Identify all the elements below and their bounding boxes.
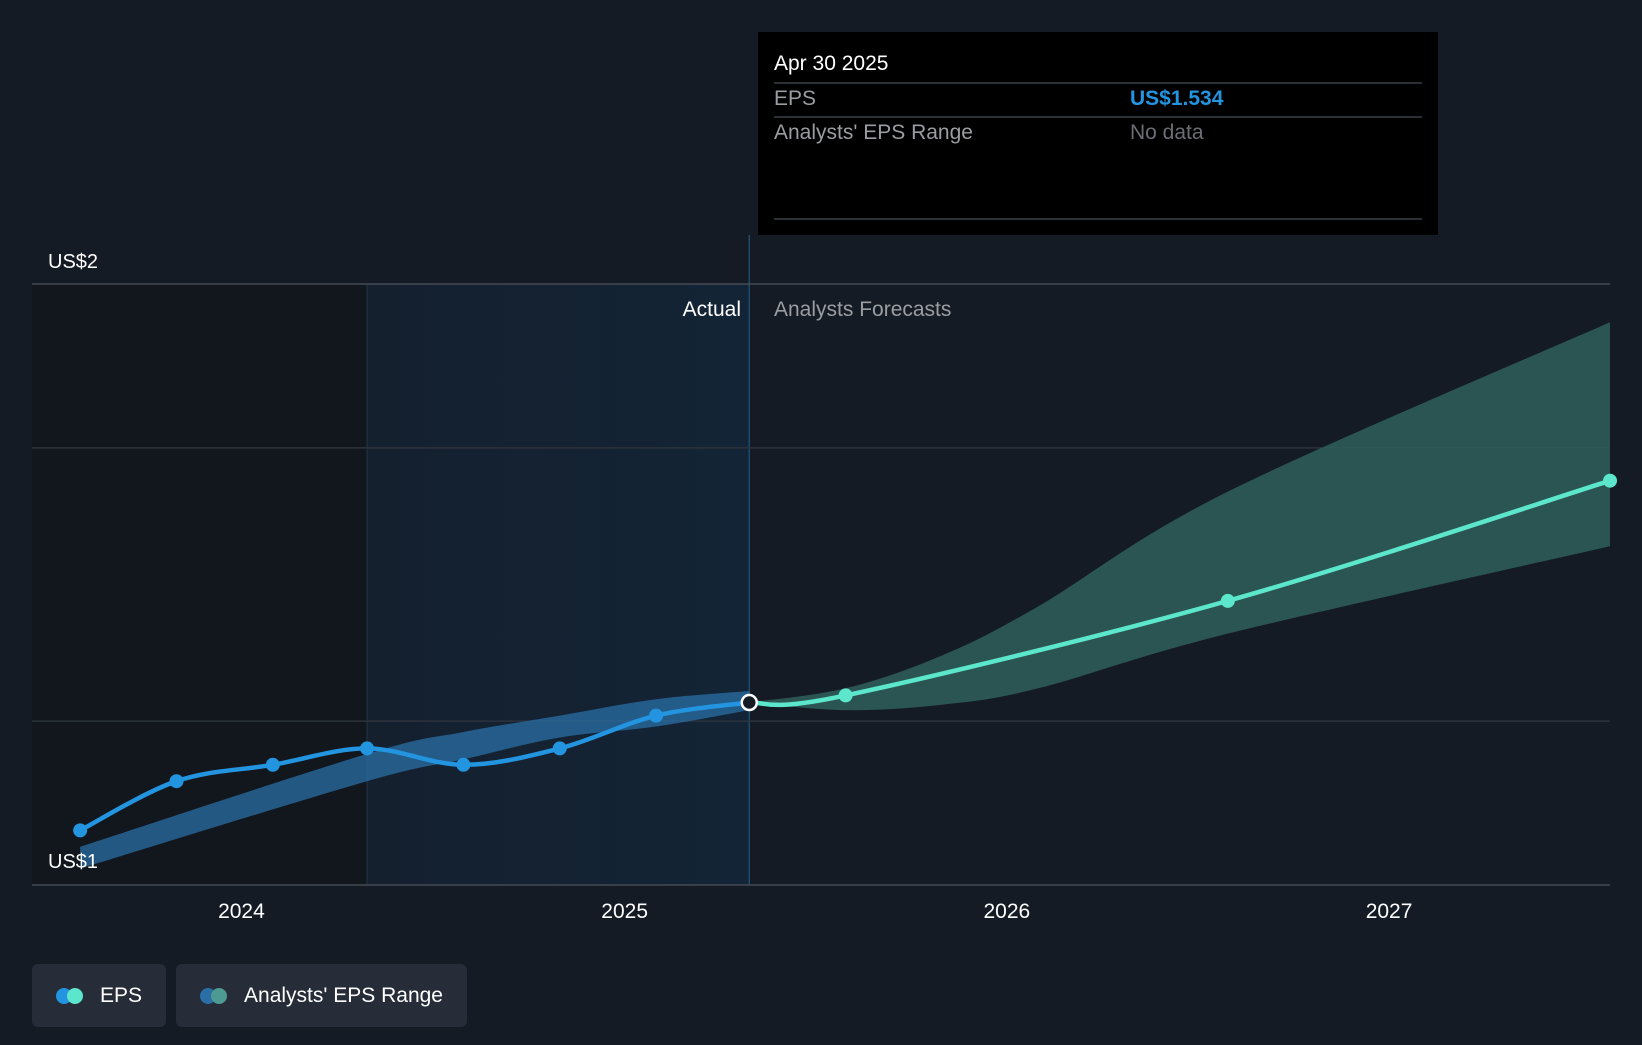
forecast-region-label: Analysts Forecasts — [774, 298, 951, 321]
x-tick-label-2026: 2026 — [984, 900, 1031, 923]
tooltip-range-label: Analysts' EPS Range — [774, 121, 973, 144]
eps-legend-icon — [56, 987, 88, 1005]
legend-item-eps-range[interactable]: Analysts' EPS Range — [176, 964, 467, 1027]
chart-regions — [32, 235, 751, 885]
legend-label-eps: EPS — [100, 983, 143, 1007]
eps-range-legend-icon — [200, 987, 232, 1005]
tooltip-range-value: No data — [1130, 121, 1204, 144]
eps-point-actual — [169, 774, 184, 789]
actual-highlight-region — [367, 284, 750, 885]
eps-point-actual — [456, 757, 471, 772]
eps-point-forecast — [1220, 593, 1235, 608]
eps-point-forecast — [1603, 473, 1617, 488]
tooltip-eps-label: EPS — [774, 87, 816, 110]
x-tick-label-2024: 2024 — [218, 900, 265, 923]
eps-line-forecast — [747, 478, 1613, 708]
eps-legend-dot — [67, 987, 83, 1004]
y-axis-label-bottom: US$1 — [48, 851, 98, 873]
eps-point-actual — [360, 741, 375, 756]
axis-labels: Actual Analysts Forecasts US$2 US$1 2024… — [48, 251, 1412, 923]
eps-point-actual — [552, 741, 567, 756]
eps-points — [73, 473, 1617, 838]
x-tick-label-2027: 2027 — [1366, 900, 1413, 923]
y-axis-label-top: US$2 — [48, 251, 98, 273]
legend-item-eps[interactable]: EPS — [32, 964, 167, 1027]
legend-label-eps-range: Analysts' EPS Range — [244, 983, 443, 1007]
tooltip-eps-value: US$1.534 — [1130, 87, 1224, 110]
eps-point-actual — [649, 708, 664, 723]
eps-point-forecast — [838, 688, 853, 703]
tooltip-box — [758, 32, 1438, 235]
eps-range-band-forecast — [749, 322, 1610, 711]
eps-point-actual — [265, 757, 280, 772]
x-tick-label-2025: 2025 — [601, 900, 648, 923]
eps-point-actual — [73, 823, 88, 838]
eps-range-legend-dot — [211, 987, 228, 1004]
tooltip: Apr 30 2025 EPS US$1.534 Analysts' EPS R… — [758, 32, 1438, 235]
legend: EPS Analysts' EPS Range — [32, 964, 467, 1027]
tooltip-date: Apr 30 2025 — [774, 52, 888, 75]
actual-region-label: Actual — [683, 298, 741, 321]
eps-point-selected — [740, 693, 759, 712]
